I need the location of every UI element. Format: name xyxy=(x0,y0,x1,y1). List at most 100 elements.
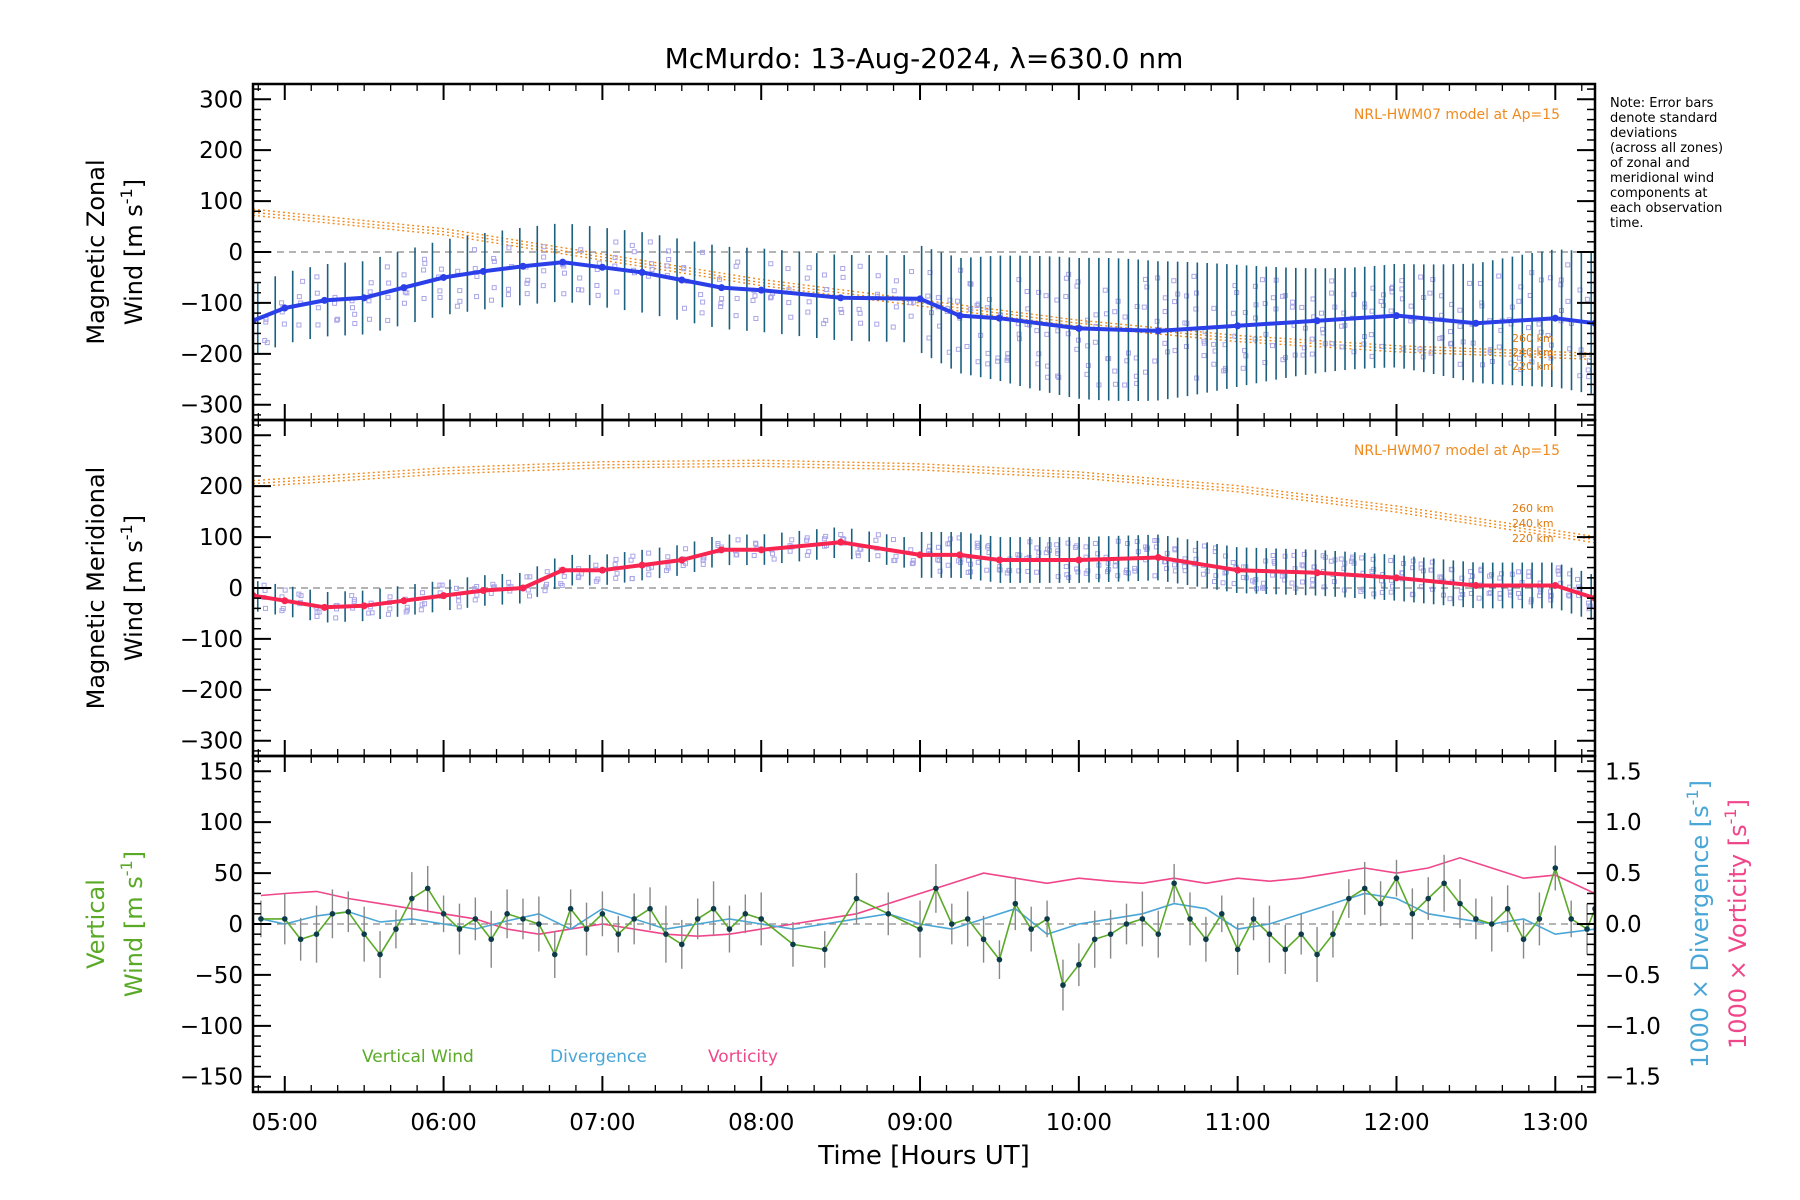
mean-wind-point xyxy=(678,276,686,284)
zone-point xyxy=(1105,356,1111,362)
zone-point xyxy=(1479,303,1485,309)
zone-point xyxy=(664,263,670,269)
vertical-wind-point xyxy=(1250,916,1257,922)
mean-wind-point xyxy=(519,262,527,270)
zone-point xyxy=(352,597,358,603)
y-tick-label: 100 xyxy=(199,810,243,836)
zone-point xyxy=(561,573,567,579)
zone-point xyxy=(1479,300,1485,306)
zone-point xyxy=(315,322,321,328)
vertical-wind-point xyxy=(1218,911,1225,917)
mean-wind-point xyxy=(281,304,289,312)
zonal-panel: 300 200 100 0 −100 −200 −300 NRL-HWM07 model a… xyxy=(82,82,1597,422)
zone-point xyxy=(700,561,706,567)
y-tick-label: 0 xyxy=(228,912,243,938)
zone-point xyxy=(1063,564,1069,570)
zone-point xyxy=(1498,571,1504,577)
y2-tick-label: 0.0 xyxy=(1605,912,1642,938)
zone-point xyxy=(1339,344,1345,350)
vertical-wind-point xyxy=(694,916,701,922)
zone-point xyxy=(1102,287,1108,293)
zone-point xyxy=(1410,592,1416,598)
zone-point xyxy=(1134,538,1140,544)
mean-wind-point xyxy=(360,602,368,610)
zone-point xyxy=(648,261,654,267)
mean-wind-point xyxy=(1234,322,1242,330)
zone-point xyxy=(1213,573,1219,579)
zone-point xyxy=(491,255,497,261)
altitude-label: 220 km xyxy=(1512,360,1554,373)
mean-wind-point xyxy=(757,546,765,554)
zone-point xyxy=(1262,300,1268,306)
zone-point xyxy=(1359,555,1365,561)
zone-point xyxy=(471,247,477,253)
zone-point xyxy=(975,301,981,307)
zone-point xyxy=(683,546,689,552)
vertical-wind-point xyxy=(615,931,622,937)
mean-wind-point xyxy=(1075,324,1083,332)
zone-point xyxy=(1240,574,1246,580)
zone-point xyxy=(350,305,356,311)
zone-point xyxy=(1311,564,1317,570)
zone-point xyxy=(1538,587,1544,593)
ylabel-unit: 1000 × Divergence [s xyxy=(1686,805,1714,1068)
zone-point xyxy=(1043,293,1049,299)
zone-point xyxy=(296,294,302,300)
y-tick-label: 50 xyxy=(214,861,243,887)
zone-point xyxy=(1487,573,1493,579)
zone-point xyxy=(419,602,425,608)
zone-point xyxy=(985,350,991,356)
zone-point xyxy=(279,300,285,306)
zone-point xyxy=(698,292,704,298)
zone-point xyxy=(474,592,480,598)
zone-point xyxy=(1430,276,1436,282)
zone-point xyxy=(1083,544,1089,550)
zone-point xyxy=(1310,577,1316,583)
zone-point xyxy=(593,578,599,584)
zone-point xyxy=(1555,565,1561,571)
vertical-data-layer xyxy=(253,845,1595,1011)
zone-point xyxy=(985,361,991,367)
zone-point xyxy=(1152,358,1158,364)
zone-point xyxy=(296,322,302,328)
x-tick-label: 09:00 xyxy=(887,1110,953,1136)
vertical-wind-point xyxy=(1107,931,1114,937)
zone-point xyxy=(1309,351,1315,357)
zone-point xyxy=(1565,262,1571,268)
x-tick-labels: 05:00 06:00 07:00 08:00 09:00 10:00 11:00 12:00… xyxy=(252,1110,1589,1136)
zone-point xyxy=(1437,336,1443,342)
vertical-wind-point xyxy=(1266,931,1273,937)
vertical-wind-point xyxy=(1060,982,1066,988)
vertical-wind-point xyxy=(1346,895,1352,902)
zone-point xyxy=(1299,304,1305,310)
zone-point xyxy=(855,553,861,559)
zone-point xyxy=(505,286,511,292)
zone-point xyxy=(893,553,899,559)
vertical-wind-point xyxy=(1234,946,1241,953)
zone-point xyxy=(1556,571,1562,577)
zone-point xyxy=(875,553,881,559)
note-line: each observation xyxy=(1610,201,1722,216)
x-tick-label: 05:00 xyxy=(252,1110,318,1136)
zone-point xyxy=(1171,278,1177,284)
zone-point xyxy=(316,609,322,615)
mean-wind-point xyxy=(1472,581,1480,589)
vertical-wind-point xyxy=(1425,895,1432,902)
zone-point xyxy=(386,280,392,286)
zone-point xyxy=(804,535,810,541)
zone-point xyxy=(890,537,896,543)
zone-point xyxy=(614,570,620,576)
zone-point xyxy=(805,309,811,315)
legend-vertical-wind: Vertical Wind xyxy=(362,1047,474,1067)
vertical-wind-point xyxy=(440,911,447,917)
zone-point xyxy=(437,288,443,294)
mean-wind-point xyxy=(360,294,368,302)
zone-point xyxy=(1329,290,1335,296)
vorticity-ylabel: 1000 × Vorticity [s-1] xyxy=(1721,799,1752,1049)
note-line: denote standard xyxy=(1610,111,1717,126)
zone-point xyxy=(1230,560,1236,566)
zone-point xyxy=(1134,304,1140,310)
vertical-wind-point xyxy=(488,936,495,943)
y-tick-label: −300 xyxy=(180,729,243,755)
